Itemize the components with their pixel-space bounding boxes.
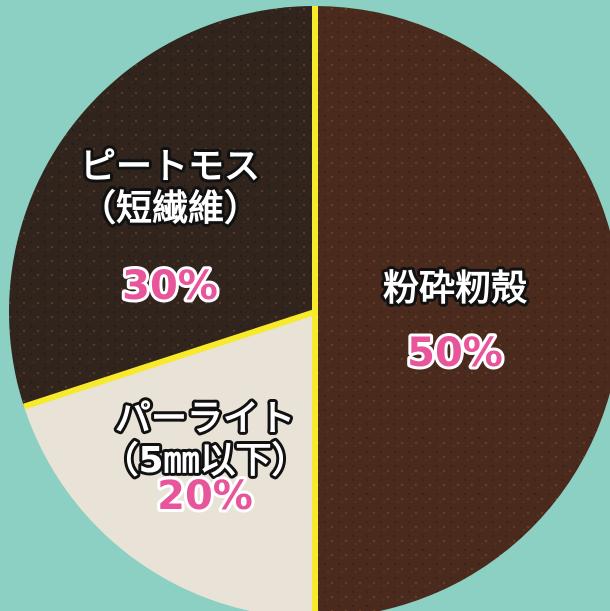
slice-texture <box>8 6 316 407</box>
category-label: ピートモス（短繊維） <box>80 146 260 229</box>
separator <box>23 309 316 410</box>
label-line: 粉砕籾殻 <box>383 268 528 309</box>
category-label: パーライト（5㎜以下） <box>102 398 307 481</box>
label-line: （短繊維） <box>80 188 260 229</box>
label-line: （5㎜以下） <box>102 440 307 481</box>
label-line: ピートモス <box>80 146 260 187</box>
value-label: 50% <box>407 330 503 376</box>
slice <box>23 312 315 611</box>
value-label: 30% <box>122 263 218 309</box>
category-label: 粉砕籾殻 <box>383 268 528 309</box>
labels: 粉砕籾殻 50% パーライト（5㎜以下）20% ピートモス（短繊維） 30% <box>77 143 531 522</box>
value-label: 20% <box>157 473 253 519</box>
label-line: パーライト <box>115 398 295 439</box>
slice-texture <box>315 6 610 611</box>
pie <box>8 6 610 611</box>
